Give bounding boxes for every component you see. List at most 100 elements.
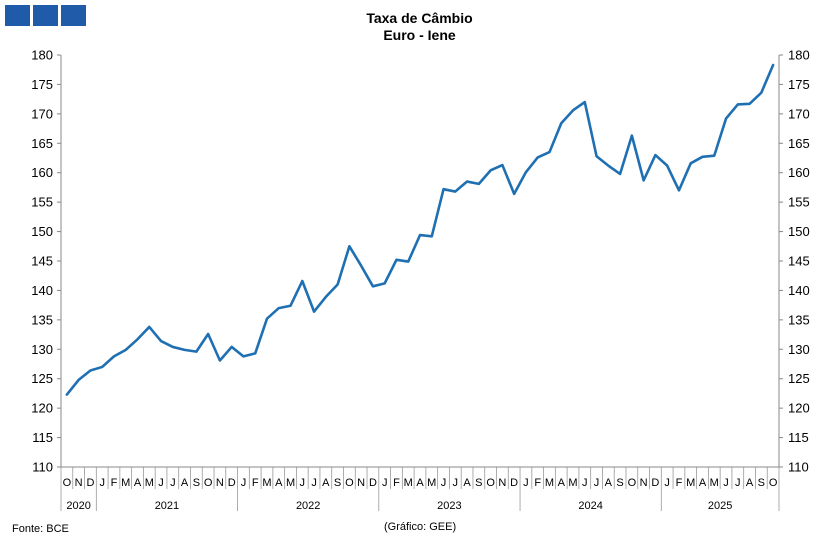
x-month-label: D — [86, 477, 94, 489]
y-tick-label-right: 180 — [788, 48, 810, 63]
x-month-label: J — [441, 477, 447, 489]
y-tick-label-left: 120 — [31, 401, 53, 416]
x-month-label: F — [111, 477, 118, 489]
y-tick-label-left: 165 — [31, 136, 53, 151]
x-month-label: N — [357, 477, 365, 489]
x-month-label: J — [582, 477, 588, 489]
x-month-label: M — [262, 477, 271, 489]
y-tick-label-left: 125 — [31, 371, 53, 386]
x-month-label: J — [241, 477, 247, 489]
y-tick-label-left: 180 — [31, 48, 53, 63]
x-month-label: A — [275, 477, 283, 489]
x-month-label: O — [63, 477, 72, 489]
y-tick-label-left: 155 — [31, 195, 53, 210]
y-tick-label-right: 165 — [788, 136, 810, 151]
x-year-label: 2020 — [66, 500, 90, 512]
x-month-label: S — [758, 477, 765, 489]
series-line — [65, 63, 775, 396]
x-month-label: S — [475, 477, 482, 489]
x-month-label: A — [181, 477, 189, 489]
y-tick-label-left: 160 — [31, 165, 53, 180]
x-month-label: J — [99, 477, 105, 489]
chart-title-line1: Taxa de Câmbio — [366, 10, 473, 26]
x-month-label: J — [735, 477, 741, 489]
x-month-label: O — [345, 477, 354, 489]
x-month-label: N — [216, 477, 224, 489]
x-month-label: F — [252, 477, 259, 489]
x-month-label: J — [453, 477, 459, 489]
x-month-label: N — [498, 477, 506, 489]
x-month-label: A — [134, 477, 142, 489]
x-month-label: J — [158, 477, 164, 489]
y-tick-label-right: 175 — [788, 77, 810, 92]
x-year-label: 2021 — [155, 500, 179, 512]
x-month-label: A — [558, 477, 566, 489]
y-tick-label-right: 110 — [788, 460, 809, 475]
y-tick-label-right: 140 — [788, 283, 810, 298]
x-month-label: O — [204, 477, 213, 489]
x-month-label: J — [311, 477, 317, 489]
x-month-label: J — [723, 477, 729, 489]
x-month-label: F — [393, 477, 400, 489]
logo-square — [5, 5, 30, 26]
x-month-label: A — [416, 477, 424, 489]
x-month-label: A — [463, 477, 471, 489]
x-month-label: F — [534, 477, 541, 489]
x-month-label: D — [651, 477, 659, 489]
y-tick-label-right: 120 — [788, 401, 810, 416]
x-year-label: 2025 — [708, 500, 732, 512]
y-tick-label-left: 175 — [31, 77, 53, 92]
x-month-label: D — [228, 477, 236, 489]
source-note: Fonte: BCE — [12, 523, 69, 535]
x-month-label: J — [300, 477, 306, 489]
y-tick-label-right: 135 — [788, 312, 810, 327]
x-month-label: J — [664, 477, 670, 489]
x-month-label: M — [568, 477, 577, 489]
x-month-label: S — [616, 477, 623, 489]
x-month-label: M — [145, 477, 154, 489]
x-month-label: F — [676, 477, 683, 489]
x-month-label: M — [710, 477, 719, 489]
x-month-label: J — [382, 477, 388, 489]
x-year-label: 2022 — [296, 500, 320, 512]
y-tick-label-left: 145 — [31, 254, 53, 269]
x-month-label: O — [628, 477, 637, 489]
y-tick-label-right: 115 — [788, 430, 809, 445]
x-month-label: M — [121, 477, 130, 489]
x-month-label: M — [686, 477, 695, 489]
y-tick-label-left: 150 — [31, 224, 53, 239]
y-tick-label-left: 140 — [31, 283, 53, 298]
x-month-label: O — [486, 477, 495, 489]
y-tick-label-right: 160 — [788, 165, 810, 180]
x-month-label: J — [523, 477, 529, 489]
x-month-label: J — [594, 477, 600, 489]
y-tick-label-right: 155 — [788, 195, 810, 210]
credit-note: (Gráfico: GEE) — [384, 521, 457, 533]
x-month-label: O — [769, 477, 778, 489]
x-month-label: M — [286, 477, 295, 489]
y-tick-label-right: 150 — [788, 224, 810, 239]
y-tick-label-left: 170 — [31, 106, 53, 121]
x-year-label: 2023 — [437, 500, 461, 512]
x-month-label: M — [545, 477, 554, 489]
y-tick-label-right: 130 — [788, 342, 810, 357]
x-month-label: A — [699, 477, 707, 489]
x-month-label: N — [75, 477, 83, 489]
y-tick-label-left: 110 — [32, 460, 53, 475]
x-month-label: J — [170, 477, 176, 489]
x-month-label: S — [193, 477, 200, 489]
y-tick-label-right: 125 — [788, 371, 810, 386]
x-month-label: D — [369, 477, 377, 489]
y-tick-label-left: 135 — [31, 312, 53, 327]
x-month-label: S — [334, 477, 341, 489]
x-month-label: N — [640, 477, 648, 489]
x-year-label: 2024 — [578, 500, 602, 512]
logo — [5, 5, 86, 26]
logo-square — [33, 5, 58, 26]
x-month-label: A — [746, 477, 754, 489]
x-month-label: M — [427, 477, 436, 489]
x-month-label: M — [404, 477, 413, 489]
chart-title-line2: Euro - Iene — [383, 27, 456, 43]
y-tick-label-left: 130 — [31, 342, 53, 357]
